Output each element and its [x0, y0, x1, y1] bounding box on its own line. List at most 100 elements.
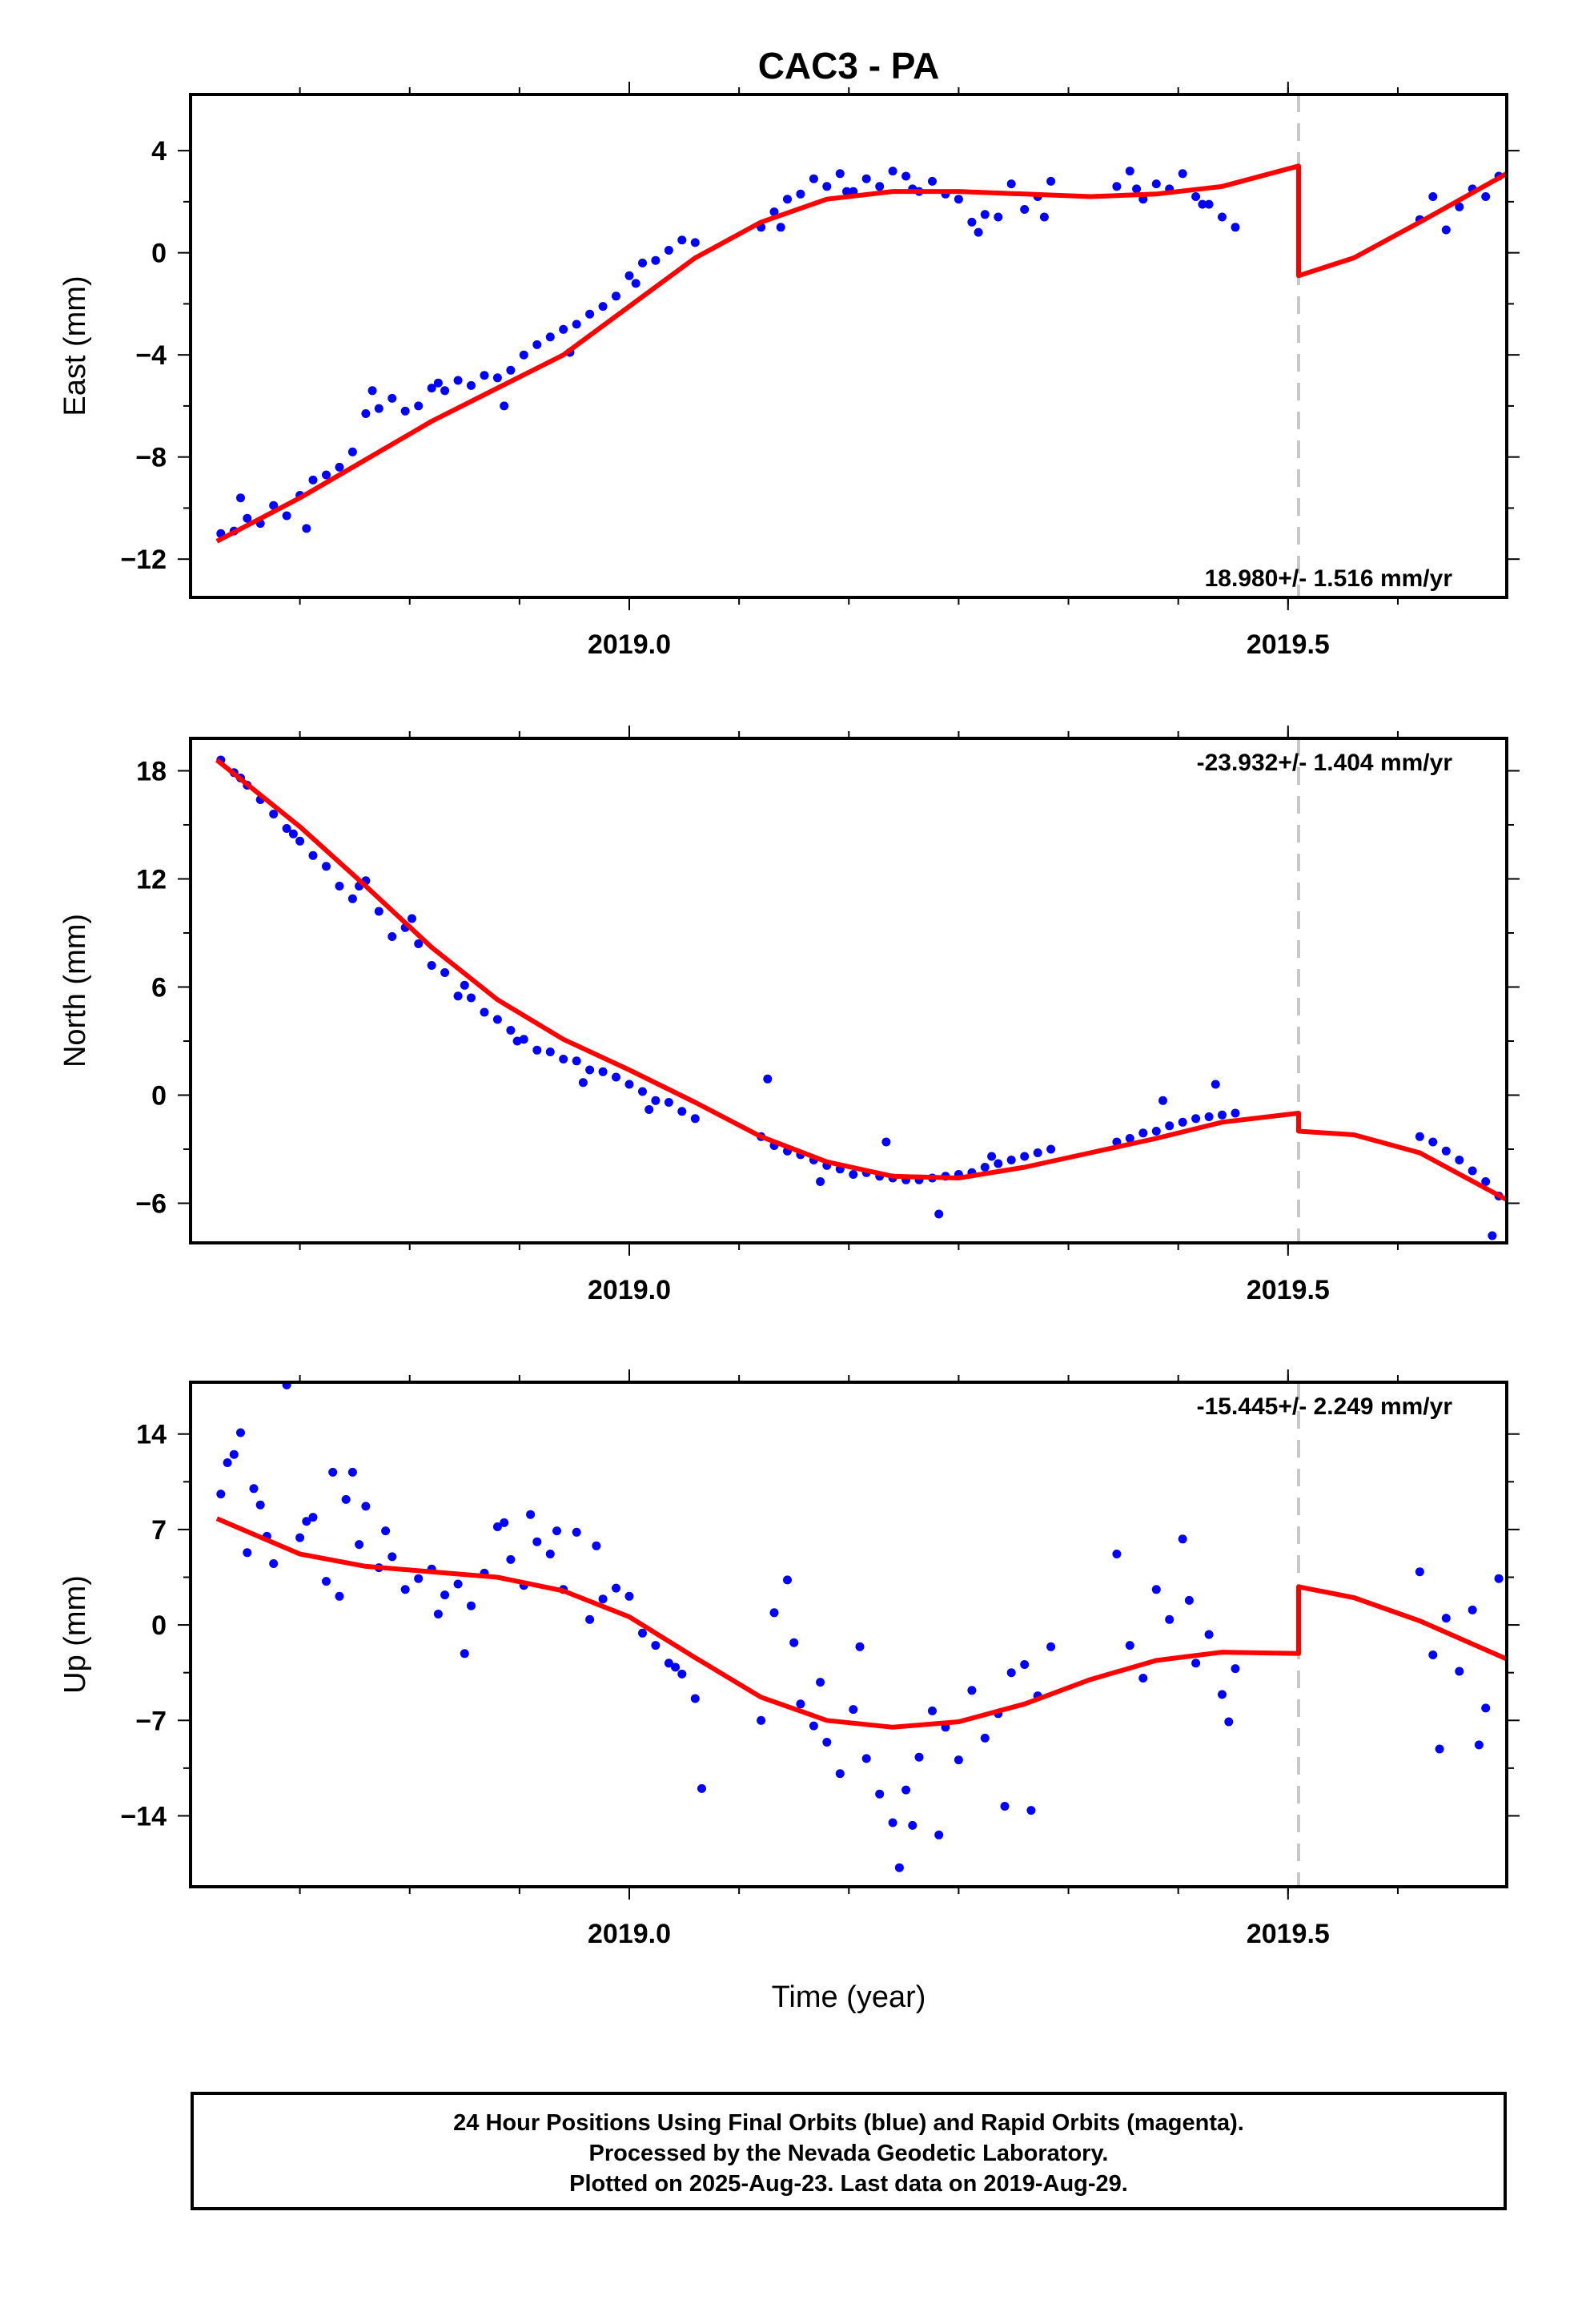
observation-point [1415, 1132, 1424, 1141]
observation-point [987, 1152, 997, 1161]
observation-point [849, 1705, 858, 1715]
observation-point [282, 511, 291, 521]
observation-point [934, 1209, 944, 1219]
observation-point [1132, 184, 1142, 194]
observation-point [974, 227, 983, 237]
observation-point [928, 1706, 937, 1715]
observation-point [1224, 1717, 1234, 1727]
observation-point [809, 1721, 818, 1731]
observation-point [1178, 1534, 1187, 1544]
observation-point [282, 1382, 291, 1389]
observation-point [236, 493, 245, 503]
observation-point [460, 980, 469, 990]
observation-point [954, 195, 963, 204]
observation-point [1020, 1152, 1030, 1161]
observation-point [1455, 1156, 1464, 1164]
observation-point [532, 1045, 542, 1055]
observation-point [572, 1527, 581, 1537]
observation-point [1204, 199, 1214, 209]
observation-point [512, 1036, 522, 1046]
observation-point [888, 1818, 897, 1827]
observation-point [1158, 1096, 1167, 1105]
observation-point [1006, 1668, 1016, 1678]
observation-point [545, 1550, 555, 1558]
observation-point [347, 894, 357, 903]
observation-point [994, 1159, 1003, 1168]
observation-point [901, 171, 911, 181]
observation-point [440, 386, 450, 396]
observation-point [855, 1642, 865, 1651]
observation-point [835, 1769, 845, 1779]
observation-point [414, 401, 424, 411]
observation-point [1046, 1144, 1056, 1154]
y-axis-label: North (mm) [58, 914, 92, 1068]
observation-point [1178, 1117, 1187, 1127]
observation-point [322, 862, 331, 871]
observation-point [967, 1686, 977, 1695]
observation-point [361, 1502, 371, 1511]
x-tick-label: 2019.5 [1247, 1275, 1330, 1305]
observation-point [757, 1715, 766, 1725]
observation-point [1198, 199, 1207, 209]
observation-point [796, 189, 805, 199]
observation-point [1204, 1630, 1214, 1639]
observation-point [1494, 1574, 1504, 1583]
observation-point [1474, 1740, 1484, 1750]
observation-point [467, 380, 476, 390]
observation-point [1468, 1605, 1477, 1614]
y-tick-label: −7 [135, 1706, 167, 1736]
observation-point [861, 174, 871, 183]
observation-point [572, 1056, 581, 1066]
observation-point [908, 1820, 917, 1830]
y-tick-label: 18 [136, 757, 167, 787]
observation-point [624, 271, 634, 280]
observation-point [1435, 1744, 1444, 1754]
observation-point [612, 1583, 620, 1593]
observation-point [1165, 1121, 1174, 1131]
observation-point [288, 829, 298, 838]
observation-point [934, 1830, 944, 1839]
observation-point [243, 513, 252, 523]
observation-point [690, 238, 700, 247]
observation-point [1415, 1567, 1424, 1577]
model-line [215, 1516, 1507, 1730]
observation-point [453, 1579, 463, 1589]
observation-point [500, 1518, 509, 1527]
model-line [215, 163, 1507, 544]
observation-point [585, 1614, 595, 1624]
observation-point [901, 1785, 911, 1795]
observation-point [822, 1738, 832, 1747]
panel-up: 2019.0 2019.5 14 7 0 −7 −14 -15.445+/- 2.249 mm… [58, 1369, 1520, 2014]
observation-point [1006, 1156, 1016, 1164]
observation-point [282, 824, 291, 833]
observation-point [1138, 1674, 1148, 1683]
observation-point [467, 1601, 476, 1610]
x-axis-label: Time (year) [772, 1980, 926, 2014]
observation-point [809, 174, 818, 183]
y-tick-label: 0 [151, 1610, 167, 1641]
observation-point [322, 470, 331, 480]
observation-point [1455, 202, 1464, 211]
observation-point [1125, 1134, 1134, 1143]
observation-point [335, 882, 344, 891]
observation-point [374, 404, 383, 413]
y-axis-label: Up (mm) [58, 1575, 92, 1694]
observation-point [387, 932, 397, 941]
observation-point [1231, 1108, 1240, 1118]
observation-point [223, 1458, 232, 1467]
observation-point [302, 1517, 311, 1526]
observation-point [578, 1078, 588, 1088]
model-line [215, 758, 1507, 1202]
observation-point [1191, 1114, 1201, 1124]
observation-point [367, 386, 377, 396]
observation-point [440, 968, 450, 977]
observation-point [467, 993, 476, 1003]
observation-point [1006, 179, 1016, 189]
observation-point [545, 332, 555, 342]
observation-point [1165, 1614, 1174, 1624]
observation-point [532, 340, 542, 349]
observation-point [631, 279, 640, 288]
observation-point [1125, 1641, 1134, 1651]
observation-point [506, 365, 516, 375]
observation-point [664, 246, 673, 255]
